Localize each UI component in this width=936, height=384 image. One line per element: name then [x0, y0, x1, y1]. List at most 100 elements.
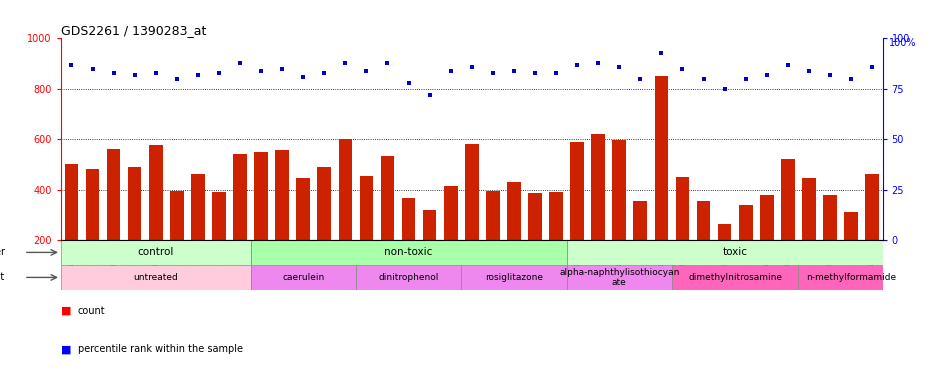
Bar [528, 193, 541, 290]
Bar [250, 240, 566, 265]
Bar [422, 210, 436, 290]
Bar [759, 195, 773, 290]
Bar [169, 191, 183, 290]
Text: dimethylnitrosamine: dimethylnitrosamine [687, 273, 782, 282]
Point [190, 71, 205, 78]
Text: dinitrophenol: dinitrophenol [378, 273, 438, 282]
Point [611, 63, 626, 70]
Point [212, 70, 227, 76]
Bar [739, 205, 752, 290]
Point [780, 61, 795, 68]
Bar [843, 212, 857, 290]
Bar [444, 186, 457, 290]
Point [485, 70, 500, 76]
Text: control: control [138, 247, 174, 257]
Bar [61, 265, 250, 290]
Point [548, 70, 563, 76]
Bar [254, 152, 268, 290]
Text: agent: agent [0, 272, 5, 282]
Point [842, 76, 857, 82]
Text: 100%: 100% [888, 38, 915, 48]
Point [674, 66, 689, 72]
Text: GDS2261 / 1390283_at: GDS2261 / 1390283_at [61, 24, 206, 37]
Point [148, 70, 163, 76]
Bar [717, 223, 731, 290]
Bar [356, 265, 461, 290]
Point [569, 61, 584, 68]
Bar [780, 159, 794, 290]
Bar [107, 149, 121, 290]
Text: alpha-naphthylisothiocyan
ate: alpha-naphthylisothiocyan ate [559, 268, 679, 287]
Text: toxic: toxic [722, 247, 747, 257]
Point [338, 60, 353, 66]
Bar [822, 195, 836, 290]
Bar [191, 174, 204, 290]
Point [85, 66, 100, 72]
Text: non-toxic: non-toxic [384, 247, 432, 257]
Point [169, 76, 184, 82]
Point [800, 68, 815, 74]
Point [296, 74, 311, 80]
Text: untreated: untreated [133, 273, 178, 282]
Text: ■: ■ [61, 344, 71, 354]
Bar [317, 167, 330, 290]
Bar [696, 201, 709, 290]
Bar [797, 265, 902, 290]
Point [401, 79, 416, 86]
Point [505, 68, 520, 74]
Point [695, 76, 710, 82]
Point [422, 92, 437, 98]
Bar [654, 76, 667, 290]
Point [443, 68, 458, 74]
Point [527, 70, 542, 76]
Point [716, 86, 731, 92]
Point [127, 71, 142, 78]
Text: percentile rank within the sample: percentile rank within the sample [78, 344, 242, 354]
Point [590, 60, 605, 66]
Bar [61, 240, 250, 265]
Text: n-methylformamide: n-methylformamide [805, 273, 895, 282]
Bar [566, 265, 671, 290]
Bar [633, 201, 647, 290]
Bar [338, 139, 352, 290]
Point [316, 70, 331, 76]
Point [64, 61, 79, 68]
Bar [801, 178, 815, 290]
Bar [85, 169, 99, 290]
Point [632, 76, 647, 82]
Point [358, 68, 373, 74]
Bar [275, 151, 288, 290]
Text: caerulein: caerulein [282, 273, 324, 282]
Bar [612, 141, 625, 290]
Point [380, 60, 395, 66]
Bar [570, 142, 583, 290]
Bar [506, 182, 520, 290]
Point [254, 68, 269, 74]
Point [822, 71, 837, 78]
Bar [233, 154, 246, 290]
Point [653, 50, 668, 56]
Bar [671, 265, 797, 290]
Bar [675, 177, 689, 290]
Bar [380, 156, 394, 290]
Bar [402, 198, 415, 290]
Point [274, 66, 289, 72]
Text: ■: ■ [61, 306, 71, 316]
Bar [296, 178, 310, 290]
Bar [359, 175, 373, 290]
Point [232, 60, 247, 66]
Bar [864, 174, 878, 290]
Bar [250, 265, 356, 290]
Bar [127, 167, 141, 290]
Bar [149, 146, 163, 290]
Point [758, 71, 773, 78]
Bar [548, 192, 563, 290]
Bar [65, 164, 79, 290]
Bar [591, 134, 605, 290]
Text: count: count [78, 306, 105, 316]
Text: rosiglitazone: rosiglitazone [485, 273, 542, 282]
Bar [212, 192, 226, 290]
Point [106, 70, 121, 76]
Bar [461, 265, 566, 290]
Bar [566, 240, 902, 265]
